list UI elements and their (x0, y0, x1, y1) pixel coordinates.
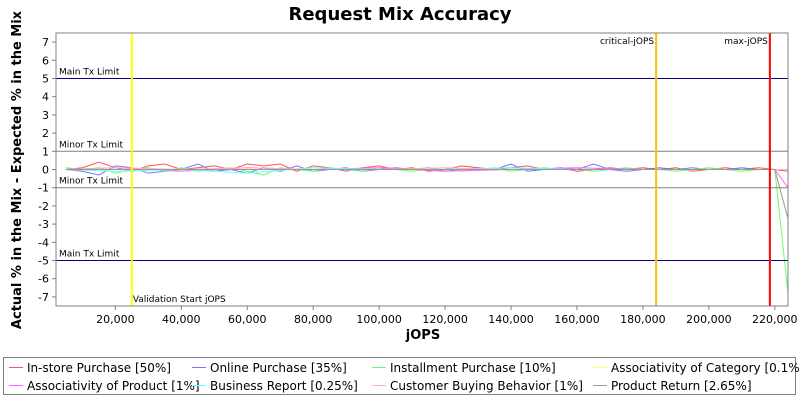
legend-item-4: Associativity of Product [1%] (9, 379, 200, 393)
legend-item-0: In-store Purchase [50%] (9, 361, 171, 375)
legend-item-6: Customer Buying Behavior [1%] (372, 379, 583, 393)
chart-legend: In-store Purchase [50%] Online Purchase [… (3, 357, 800, 395)
legend-item-3: Associativity of Category [0.1%] (593, 361, 800, 375)
y-tick-label-1: -6 (38, 273, 49, 286)
x-tick-label-0: 20,000 (96, 313, 135, 326)
legend-item-5: Business Report [0.25%] (192, 379, 358, 393)
y-tick-label-14: 7 (42, 36, 49, 49)
legend-item-1: Online Purchase [35%] (192, 361, 347, 375)
x-tick-label-6: 140,000 (488, 313, 534, 326)
legend-label-5: Business Report [0.25%] (210, 379, 358, 393)
x-tick-label-7: 160,000 (554, 313, 600, 326)
marker-label-2: max-jOPS (724, 37, 768, 47)
legend-label-3: Associativity of Category [0.1%] (611, 361, 800, 375)
legend-label-2: Installment Purchase [10%] (390, 361, 556, 375)
legend-swatch-4 (9, 385, 23, 386)
y-tick-label-5: -2 (38, 200, 49, 213)
legend-item-2: Installment Purchase [10%] (372, 361, 556, 375)
legend-swatch-0 (9, 367, 23, 368)
limit-line-label-1: Minor Tx Limit (59, 140, 124, 150)
x-tick-label-10: 220,000 (752, 313, 798, 326)
legend-label-7: Product Return [2.65%] (611, 379, 752, 393)
y-tick-label-3: -4 (38, 236, 49, 249)
x-tick-label-5: 120,000 (422, 313, 468, 326)
y-axis-label: Actual % in the Mix - Expected % in the … (10, 10, 25, 329)
y-tick-label-8: 1 (42, 145, 49, 158)
legend-swatch-7 (593, 385, 607, 386)
limit-line-label-0: Main Tx Limit (59, 68, 120, 78)
y-tick-label-10: 3 (42, 109, 49, 122)
legend-label-1: Online Purchase [35%] (210, 361, 347, 375)
legend-label-4: Associativity of Product [1%] (27, 379, 200, 393)
y-tick-label-4: -3 (38, 218, 49, 231)
y-tick-label-13: 6 (42, 54, 49, 67)
x-tick-label-4: 100,000 (356, 313, 402, 326)
x-tick-label-9: 200,000 (686, 313, 732, 326)
y-tick-label-11: 4 (42, 91, 49, 104)
limit-line-label-2: Minor Tx Limit (59, 177, 124, 187)
limit-line-label-3: Main Tx Limit (59, 250, 120, 260)
series-line-7 (65, 169, 789, 219)
legend-swatch-3 (593, 367, 607, 368)
x-tick-label-8: 180,000 (620, 313, 666, 326)
legend-swatch-2 (372, 367, 386, 368)
y-tick-label-2: -5 (38, 255, 49, 268)
x-tick-label-2: 60,000 (228, 313, 267, 326)
y-tick-label-7: 0 (42, 164, 49, 177)
legend-swatch-6 (372, 385, 386, 386)
x-axis-label: jOPS (405, 328, 440, 343)
legend-swatch-5 (192, 385, 206, 386)
y-tick-label-9: 2 (42, 127, 49, 140)
legend-label-6: Customer Buying Behavior [1%] (390, 379, 583, 393)
legend-swatch-1 (192, 367, 206, 368)
chart-title: Request Mix Accuracy (288, 4, 511, 25)
legend-label-0: In-store Purchase [50%] (27, 361, 171, 375)
marker-label-0: Validation Start jOPS (133, 295, 226, 305)
marker-label-1: critical-jOPS (600, 37, 654, 47)
y-tick-label-6: -1 (38, 182, 49, 195)
legend-item-7: Product Return [2.65%] (593, 379, 752, 393)
y-tick-label-0: -7 (38, 291, 49, 304)
y-tick-label-12: 5 (42, 73, 49, 86)
x-tick-label-1: 40,000 (162, 313, 201, 326)
x-tick-label-3: 80,000 (294, 313, 333, 326)
